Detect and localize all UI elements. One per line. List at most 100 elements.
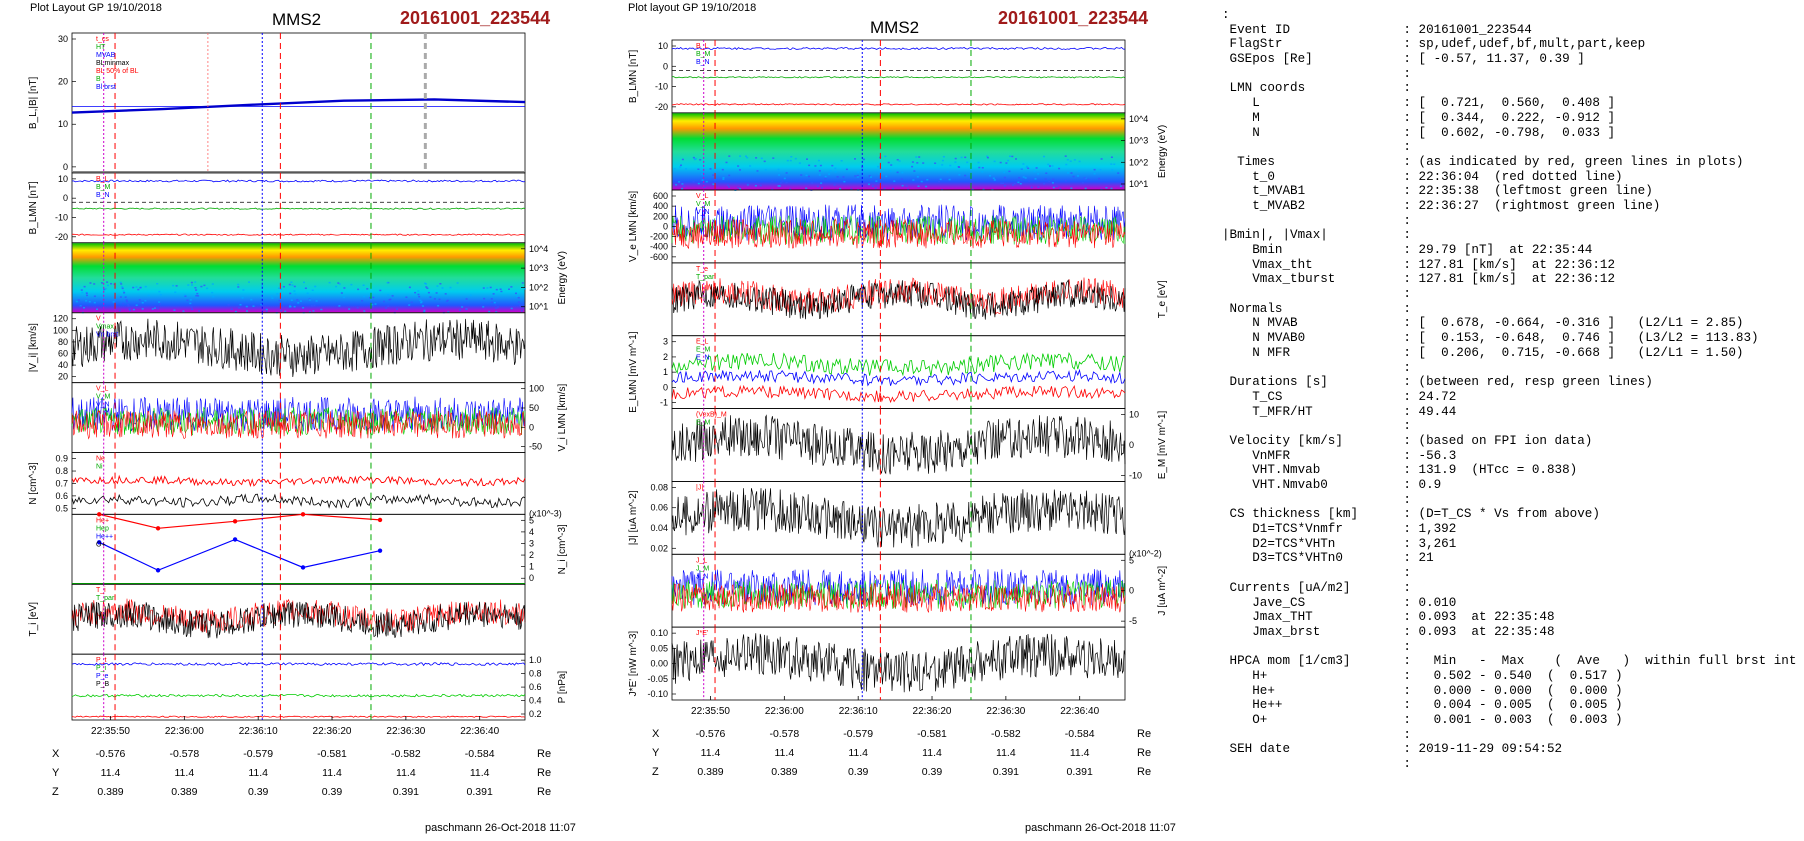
y-tick-label: -0.05 [647,674,668,684]
time-tick-label: 22:36:30 [386,726,425,737]
coord-value: 0.389 [771,766,798,778]
coord-value: 11.4 [848,747,868,759]
info-row: CS thickness [km] : (D=T_CS * Vs from ab… [1222,507,1796,522]
info-row: t_MVAB1 : 22:35:38 (leftmost green line) [1222,184,1796,199]
right-svg-spectrogram-1 [672,113,1125,191]
y-tick-label: 0 [663,382,668,392]
legend-entry: t_cs [96,36,109,43]
info-value: : [1403,213,1411,228]
coord-value: 11.4 [396,767,416,779]
y-tick-label: 2 [663,352,668,362]
info-row: : [1222,67,1796,82]
y-tick-label: 0 [663,221,668,231]
coord-value: 0.391 [392,786,419,798]
vn-line [671,582,1126,613]
info-row: SEH date : 2019-11-29 09:54:52 [1222,742,1796,757]
coord-unit: Re [537,767,552,779]
info-value: : [ 0.206, 0.715, -0.668 ] (L2/L1 = 1.50… [1403,345,1744,360]
info-key: LMN coords [1222,81,1404,96]
info-row: GSEpos [Re] : [ -0.57, 11.37, 0.39 ] [1222,52,1796,67]
y-tick-label: -50 [529,442,542,452]
info-row: Normals : [1222,302,1796,317]
legend-entry: J*E' [696,630,708,637]
info-value: : (as indicated by red, green lines in p… [1403,154,1744,169]
y-tick-label: -5 [1129,616,1137,626]
time-tick-label: 22:36:40 [1060,706,1099,717]
info-value: : [ -0.57, 11.37, 0.39 ] [1403,52,1585,67]
y-axis-label: J*E' [nW m^-3] [628,631,639,697]
y-tick-label: -10 [1129,470,1142,480]
info-key: CS thickness [km] [1222,507,1404,522]
info-key: He++ [1222,698,1404,713]
legend-entry: MVAB [96,52,116,59]
time-tick-label: 22:36:00 [765,706,804,717]
legend-entry: V_L [696,193,709,200]
info-value: : [1403,66,1411,81]
legend-entry: V_N [696,209,710,216]
info-row: : [1222,566,1796,581]
scale-note: (x10^-2) [1129,548,1162,558]
info-row: HPCA mom [1/cm3] : Min - Max ( Ave ) wit… [1222,654,1797,669]
info-key: VnMFR [1222,448,1404,463]
coord-unit: Re [1137,747,1152,759]
y-tick-label: -0.10 [647,689,668,699]
info-value: : 0.001 - 0.003 ( 0.003 ) [1403,713,1623,727]
event-info-listing: : Event ID : 20161001_223544 FlagStr : s… [1222,8,1796,772]
info-value: : 0.9 [1403,478,1442,492]
y-tick-label: 10 [58,119,68,129]
y-tick-label: 10^4 [529,244,548,254]
info-row: : [1222,214,1796,229]
info-value: : [ 0.602, -0.798, 0.033 ] [1403,125,1616,140]
info-row: L : [ 0.721, 0.560, 0.408 ] [1222,96,1796,111]
coord-unit: Re [1137,766,1152,778]
coord-value: 11.4 [174,767,195,779]
info-key: He+ [1222,683,1404,698]
info-key: t_0 [1222,169,1404,184]
info-key [1222,757,1403,771]
info-row: Velocity [km/s] : (based on FPI ion data… [1222,434,1796,449]
y-tick-label: 0.7 [55,478,68,488]
y-tick-label: 0 [529,422,534,432]
coord-value: 0.391 [466,786,493,798]
info-value: : [1403,360,1411,375]
info-key [1222,67,1403,81]
legend-entry: P_B [96,681,110,688]
time-tick-label: 22:36:40 [460,726,499,737]
time-tick-label: 22:36:20 [913,706,952,717]
y-tick-label: 0.2 [529,709,542,719]
info-value: : Min - Max ( Ave ) within full brst int [1403,654,1797,669]
info-value: : 127.81 [km/s] at 22:36:12 [1403,272,1616,287]
coord-value: -0.578 [769,728,800,740]
info-row: H+ : 0.502 - 0.540 ( 0.517 ) [1222,669,1796,684]
panel-frame [71,513,526,585]
panel-frame [71,452,526,515]
info-value: : sp,udef,udef,bf,mult,part,keep [1403,37,1646,52]
y-tick-label: 60 [58,348,68,358]
info-row: N : [ 0.602, -0.798, 0.033 ] [1222,126,1796,141]
y-tick-label: -20 [655,102,668,112]
legend-entry: V_L [96,386,109,393]
y-axis-label: |V_i| [km/s] [28,323,39,372]
black-trace [671,633,1126,693]
panel-frame [671,335,1126,409]
info-row: T_MFR/HT : 49.44 [1222,405,1796,420]
info-key: VHT.Nmvab0 [1222,478,1404,492]
coord-value: -0.582 [390,748,421,760]
info-value: : 127.81 [km/s] at 22:36:12 [1403,257,1616,272]
left-plot-header: Plot Layout GP 19/10/2018 [30,2,162,14]
info-value: : 29.79 [nT] at 22:35:44 [1403,243,1593,257]
info-key: t_MVAB2 [1222,198,1404,213]
pt-line [71,662,526,667]
legend-entry: Hep [96,525,109,532]
y-tick-label: 0.4 [529,696,542,706]
y-tick-label: 10^2 [529,282,548,292]
right-event-title: 20161001_223544 [998,8,1149,28]
info-key: D3=TCS*VHTn0 [1222,551,1404,566]
legend-entry: Vn brst [96,332,118,339]
info-key: Currents [uA/m2] [1222,580,1404,595]
left-spacecraft-title: MMS2 [272,10,322,29]
y-tick-label: 10^3 [1129,136,1148,146]
coord-value: -0.576 [695,728,726,740]
y-tick-label: 1.0 [529,655,542,665]
y-tick-label: -200 [650,232,668,242]
